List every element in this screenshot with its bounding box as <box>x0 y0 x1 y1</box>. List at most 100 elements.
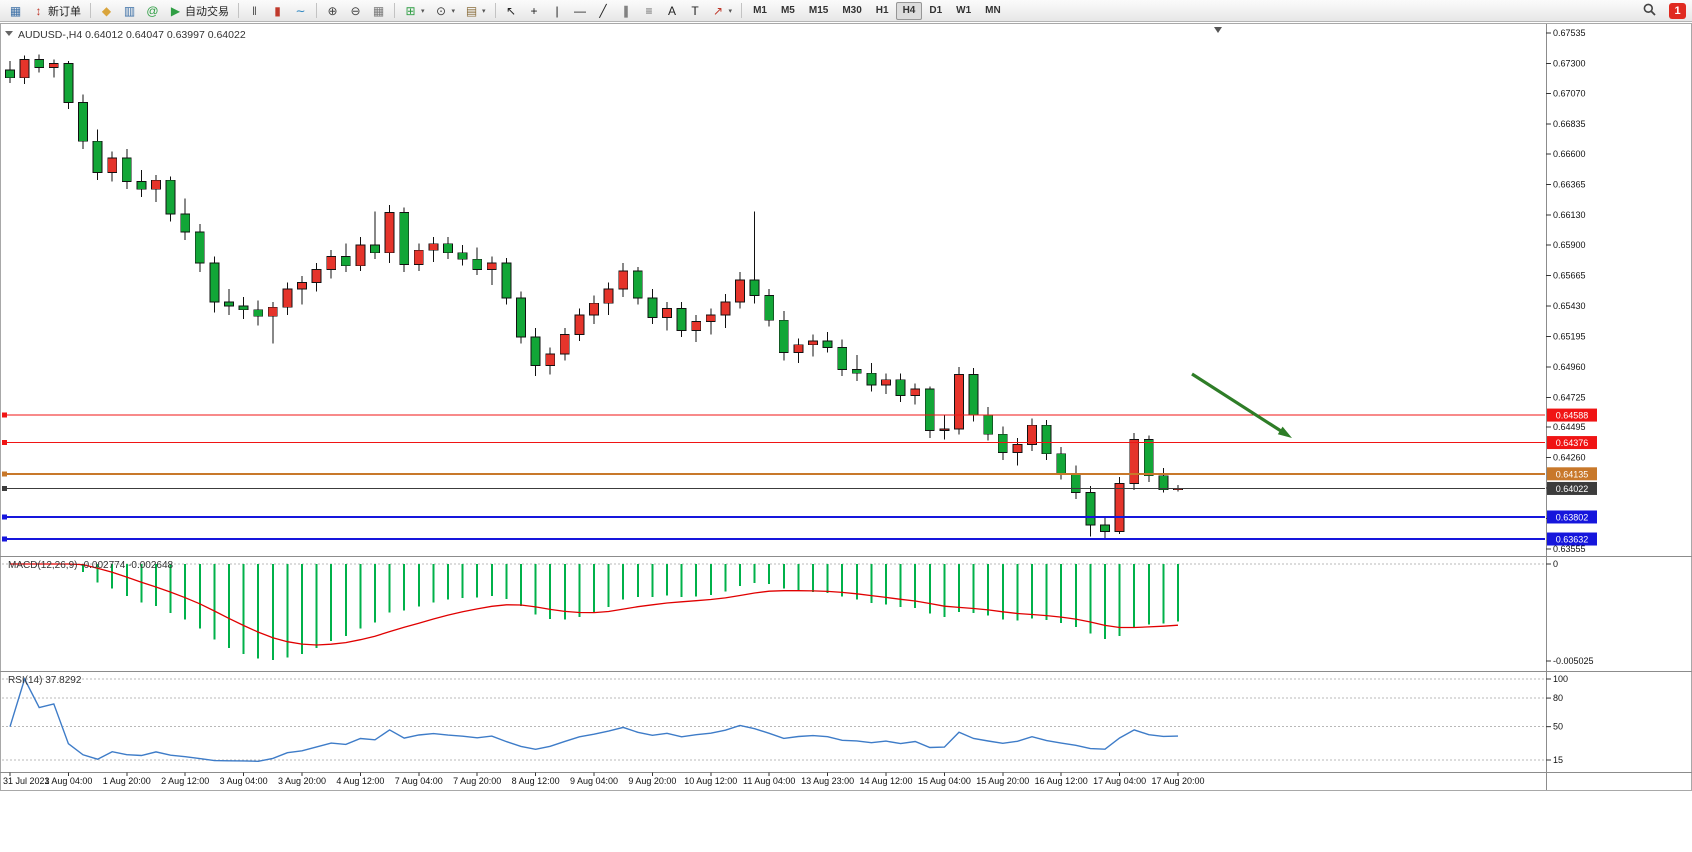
trend-arrow-annotation[interactable] <box>1191 372 1292 438</box>
mid-pivot-line[interactable] <box>2 471 1545 477</box>
support-line-1-handle <box>2 514 7 520</box>
macd-signal-line <box>10 563 1179 646</box>
notification-badge[interactable]: 1 <box>1669 2 1686 19</box>
timeframe-m30-button[interactable]: M30 <box>835 2 868 20</box>
channel-button[interactable]: ∥ <box>615 1 638 20</box>
vertical-line-icon: | <box>555 3 559 18</box>
current-price-line[interactable] <box>2 485 1545 491</box>
price-chart-canvas[interactable]: 0.67535 0.67300 0.67070 0.66835 0.66600 0.663… <box>0 22 1692 852</box>
indicator-axis: 0 -0.005025 100 80 50 15 <box>1546 559 1594 765</box>
market-watch-icon: ▥ <box>123 3 136 18</box>
vertical-line-button[interactable]: | <box>546 1 569 20</box>
toolbar-separator <box>316 3 317 18</box>
toolbar-separator <box>741 3 743 18</box>
channel-icon: ∥ <box>623 3 630 18</box>
resistance-line-1[interactable] <box>2 412 1545 418</box>
zoom-out-button[interactable]: ⊖ <box>344 1 367 20</box>
timeframe-m1-button[interactable]: M1 <box>746 2 774 20</box>
zoom-in-button[interactable]: ⊕ <box>321 1 344 20</box>
cursor-button[interactable]: ↖ <box>500 1 523 20</box>
periods-button[interactable]: ⊙ ▾ <box>430 1 461 20</box>
tile-windows-icon: ▦ <box>372 3 385 18</box>
arrow-icon: ↗ <box>713 3 724 18</box>
new-order-icon: ↕ <box>35 3 42 18</box>
toolbar-group: ⊕ ⊖ ▦ <box>321 1 390 20</box>
dropdown-arrow-icon: ▾ <box>421 7 425 15</box>
candlestick-icon: ▮ <box>274 3 281 18</box>
timeframe-mn-button[interactable]: MN <box>978 2 1008 20</box>
resistance-line-2[interactable] <box>2 440 1545 446</box>
indicators-button[interactable]: ⊞ ▾ <box>399 1 430 20</box>
svg-text:0.64588: 0.64588 <box>1556 411 1589 421</box>
crosshair-button[interactable]: + <box>523 1 546 20</box>
autotrading-button-label: 自动交易 <box>185 5 229 18</box>
market-watch-button[interactable]: ▥ <box>118 1 141 20</box>
templates-button[interactable]: ▤ ▾ <box>460 1 491 20</box>
time-axis-label: 7 Aug 20:00 <box>453 776 501 786</box>
new-order-button-label: 新订单 <box>48 5 81 18</box>
support-line-1[interactable] <box>2 514 1545 520</box>
dropdown-arrow-icon: ▾ <box>728 7 733 15</box>
macd-indicator-label: MACD(12,26,9) -0.002774 -0.002648 <box>8 560 174 571</box>
label-button[interactable]: T <box>684 1 707 20</box>
arrows-button[interactable]: ↗ ▾ <box>707 1 738 20</box>
metaeditor-button[interactable]: ◆ <box>95 1 118 20</box>
price-axis-label: 0.67300 <box>1553 58 1586 68</box>
timeframe-w1-button[interactable]: W1 <box>949 2 978 20</box>
autotrading-icon: ▶ <box>170 3 181 18</box>
resistance-line-2-price-tag: 0.64376 <box>1547 436 1597 450</box>
bar-chart-button[interactable]: ‖ <box>243 1 266 20</box>
candlestick-series <box>5 54 1183 540</box>
new-chart-button[interactable]: ▦ <box>4 1 27 20</box>
fibonacci-button[interactable]: ≡ <box>638 1 661 20</box>
dropdown-arrow-icon: ▾ <box>451 7 456 15</box>
zoom-out-icon: ⊖ <box>350 3 361 18</box>
search-button[interactable] <box>1638 1 1661 20</box>
search-icon <box>1643 3 1656 18</box>
svg-text:0.64135: 0.64135 <box>1556 469 1589 479</box>
price-axis-label: 0.66130 <box>1553 210 1586 220</box>
new-chart-icon: ▦ <box>9 3 22 18</box>
community-button[interactable]: @ <box>141 1 164 20</box>
tile-windows-button[interactable]: ▦ <box>367 1 390 20</box>
toolbar-separator <box>90 3 91 18</box>
candlestick-chart-button[interactable]: ▮ <box>266 1 289 20</box>
time-axis-label: 16 Aug 12:00 <box>1035 776 1088 786</box>
toolbar-group: ◆ ▥ @ ▶ 自动交易 <box>95 1 234 20</box>
timeframe-m5-button[interactable]: M5 <box>774 2 802 20</box>
trendline-button[interactable]: ╱ <box>592 1 615 20</box>
chart-symbol-title: AUDUSD-,H4 0.64012 0.64047 0.63997 0.640… <box>18 29 246 41</box>
rsi-level-label: 80 <box>1553 693 1563 703</box>
autotrading-button[interactable]: ▶ 自动交易 <box>164 1 234 20</box>
fibonacci-icon: ≡ <box>645 3 653 18</box>
toolbar-group: ⊞ ▾ ⊙ ▾ ▤ ▾ <box>399 1 491 20</box>
horizontal-line-button[interactable]: — <box>569 1 592 20</box>
timeframe-m15-button[interactable]: M15 <box>802 2 835 20</box>
support-line-2[interactable] <box>2 536 1545 542</box>
clock-icon: ⊙ <box>435 3 447 18</box>
rsi-line <box>9 677 1179 763</box>
chart-shift-marker[interactable] <box>1214 27 1222 33</box>
new-order-button[interactable]: ↕ 新订单 <box>27 1 86 20</box>
one-click-trading-toggle[interactable] <box>5 31 13 36</box>
label-icon: T <box>691 3 699 18</box>
time-axis-label: 15 Aug 04:00 <box>918 776 971 786</box>
chart-background[interactable] <box>0 22 1692 852</box>
time-axis-label: 2 Aug 12:00 <box>161 776 209 786</box>
line-chart-button[interactable]: ∼ <box>289 1 312 20</box>
rsi-level-label: 50 <box>1553 722 1563 732</box>
time-axis-label: 14 Aug 12:00 <box>859 776 912 786</box>
price-axis-label: 0.64960 <box>1553 362 1586 372</box>
timeframe-h1-button[interactable]: H1 <box>869 2 896 20</box>
price-axis-label: 0.66365 <box>1553 180 1586 190</box>
toolbar-group: ‖ ▮ ∼ <box>243 1 312 20</box>
price-axis-background[interactable] <box>1547 24 1692 790</box>
price-axis-label: 0.66600 <box>1553 149 1586 159</box>
time-axis-label: 1 Aug 04:00 <box>44 776 92 786</box>
time-axis-label: 3 Aug 20:00 <box>278 776 326 786</box>
timeframe-d1-button[interactable]: D1 <box>922 2 949 20</box>
timeframe-h4-button[interactable]: H4 <box>895 1 923 20</box>
dropdown-arrow-icon: ▾ <box>482 7 486 15</box>
text-button[interactable]: A <box>661 1 684 20</box>
